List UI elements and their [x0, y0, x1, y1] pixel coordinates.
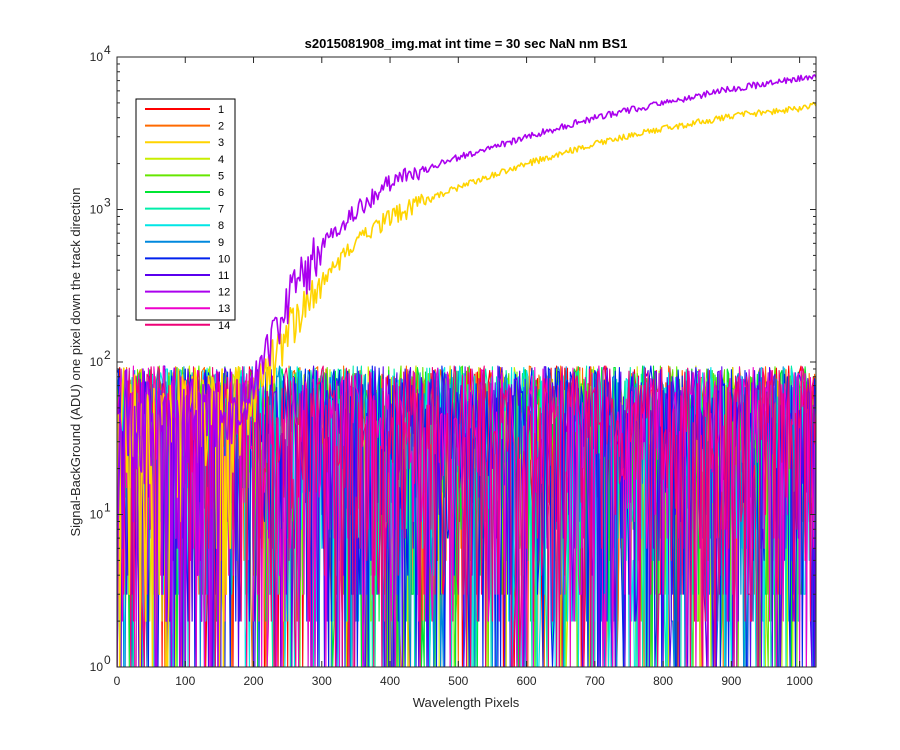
legend-label-14: 14 — [218, 320, 230, 332]
y-tick-label: 10 — [90, 203, 104, 217]
x-tick-label: 500 — [448, 674, 468, 688]
legend-label-6: 6 — [218, 187, 224, 199]
legend-label-10: 10 — [218, 253, 230, 265]
x-tick-label: 1000 — [786, 674, 813, 688]
legend-label-9: 9 — [218, 237, 224, 249]
y-tick-exponent: 0 — [104, 653, 111, 667]
legend-label-8: 8 — [218, 220, 224, 232]
x-tick-label: 0 — [114, 674, 121, 688]
series-14-line — [117, 365, 816, 667]
legend-label-13: 13 — [218, 303, 230, 315]
y-tick-exponent: 4 — [104, 43, 111, 57]
chart-title: s2015081908_img.mat int time = 30 sec Na… — [305, 36, 628, 51]
x-tick-label: 400 — [380, 674, 400, 688]
series-layer — [117, 74, 816, 667]
legend-label-2: 2 — [218, 121, 224, 133]
y-tick-label: 10 — [90, 508, 104, 522]
legend-label-12: 12 — [218, 287, 230, 299]
legend-label-5: 5 — [218, 170, 224, 182]
x-tick-label: 200 — [244, 674, 264, 688]
y-tick-label: 10 — [90, 50, 104, 64]
legend-label-3: 3 — [218, 137, 224, 149]
x-axis: 0 100 200 300 400 500 600 700 800 900 1000 — [114, 57, 813, 688]
y-axis-label: Signal-BackGround (ADU) one pixel down t… — [68, 187, 83, 536]
legend-label-7: 7 — [218, 204, 224, 216]
y-tick-label: 10 — [90, 660, 104, 674]
series-12-line — [117, 74, 816, 667]
legend-label-11: 11 — [218, 270, 229, 282]
legend-label-4: 4 — [218, 154, 224, 166]
x-tick-label: 100 — [175, 674, 195, 688]
x-tick-label: 700 — [585, 674, 605, 688]
y-tick-label: 10 — [90, 355, 104, 369]
x-axis-label: Wavelength Pixels — [413, 695, 520, 710]
series-3-line — [117, 101, 816, 667]
y-tick-exponent: 2 — [104, 348, 111, 362]
x-tick-label: 800 — [653, 674, 673, 688]
x-tick-label: 600 — [517, 674, 537, 688]
legend-label-1: 1 — [218, 104, 224, 116]
x-tick-label: 300 — [312, 674, 332, 688]
y-tick-exponent: 1 — [104, 501, 111, 515]
x-tick-label: 900 — [721, 674, 741, 688]
y-tick-exponent: 3 — [104, 196, 111, 210]
